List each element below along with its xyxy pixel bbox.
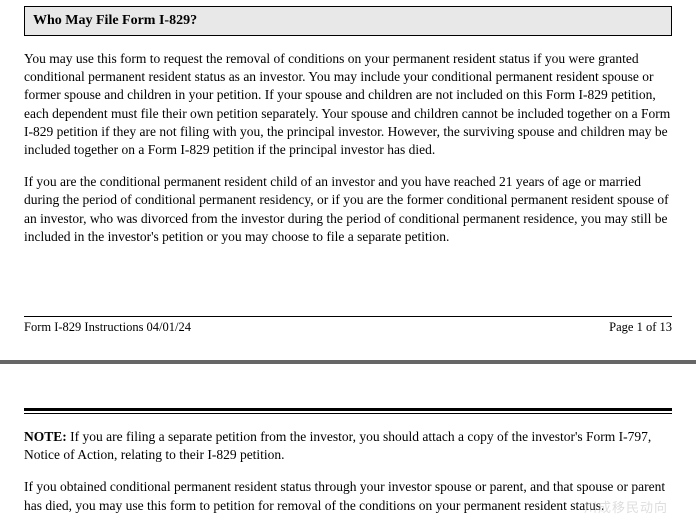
paragraph-3: If you obtained conditional permanent re…	[24, 478, 672, 514]
double-rule	[24, 408, 672, 414]
page-separator	[0, 354, 696, 370]
section-header-title: Who May File Form I-829?	[33, 13, 197, 28]
page-2: NOTE: If you are filing a separate petit…	[0, 408, 696, 525]
section-header-box: Who May File Form I-829?	[24, 6, 672, 36]
p1-text-b: If your spouse and children are not incl…	[265, 87, 653, 102]
page-1: Who May File Form I-829? You may use thi…	[0, 6, 696, 344]
rule-thin	[24, 413, 672, 414]
footer-form-id: Form I-829 Instructions 04/01/24	[24, 319, 191, 336]
note-body: If you are filing a separate petition fr…	[24, 429, 651, 462]
watermark-text: 川成移民动向	[584, 499, 668, 517]
paragraph-1: You may use this form to request the rem…	[24, 50, 672, 159]
page-footer: Form I-829 Instructions 04/01/24 Page 1 …	[24, 316, 672, 336]
paragraph-2: If you are the conditional permanent res…	[24, 173, 672, 246]
note-label: NOTE:	[24, 429, 70, 444]
footer-page-number: Page 1 of 13	[609, 319, 672, 336]
rule-thick	[24, 408, 672, 411]
note-paragraph: NOTE: If you are filing a separate petit…	[24, 428, 672, 464]
p1-text-d: included together on a Form I-829 petiti…	[24, 142, 435, 157]
